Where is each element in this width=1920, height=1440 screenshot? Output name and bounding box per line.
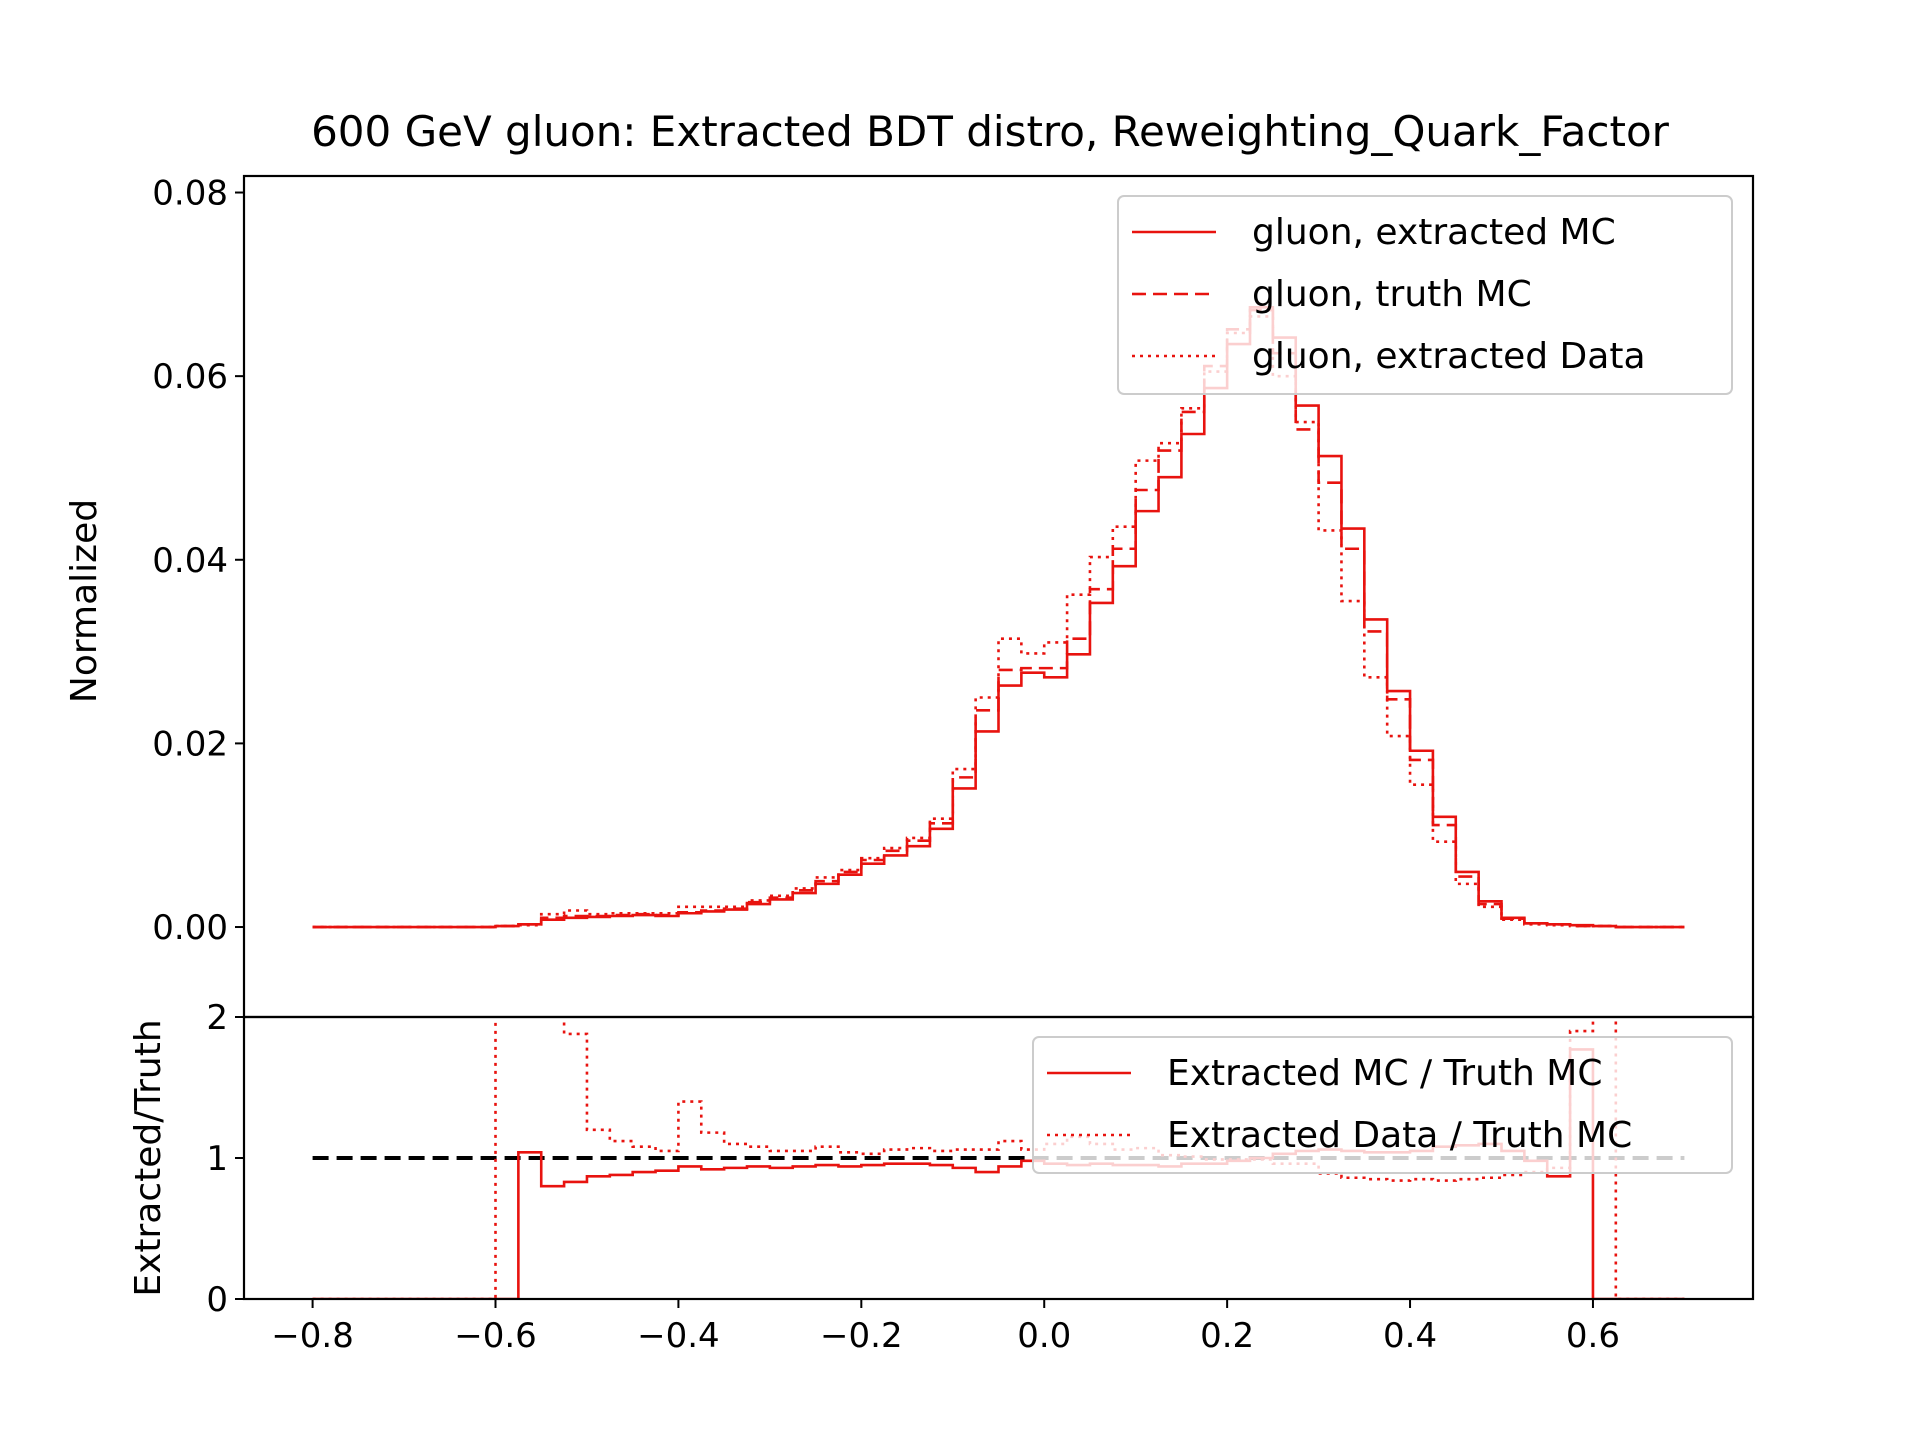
y-tick-label: 0.06 [152, 357, 228, 397]
legend-box [1117, 195, 1733, 395]
series-line-0-1 [312, 308, 1685, 929]
main-y-axis-label: Normalized [64, 499, 105, 703]
chart-title: 600 GeV gluon: Extracted BDT distro, Rew… [311, 107, 1670, 156]
y-tick-label: 0.00 [152, 908, 228, 948]
main-legend: gluon, extracted MC gluon, truth MC gluon,… [1117, 195, 1733, 395]
x-tick-label: −0.4 [637, 1316, 720, 1356]
series-line-1-1 [312, 1017, 1685, 1299]
series-line-0-0 [312, 305, 1685, 929]
x-axis-ticks: −0.8 −0.6 −0.4 −0.2 0.0 0.2 0.4 0.6 [271, 1299, 1620, 1356]
legend-label-1-1: Extracted Data / Truth MC [1167, 1115, 1632, 1156]
x-tick-label: 0.2 [1200, 1316, 1254, 1356]
x-tick-label: 0.6 [1566, 1316, 1620, 1356]
main-y-axis-ticks: 0.00 0.02 0.04 0.06 0.08 [152, 174, 244, 948]
ratio-panel: 0 1 2 −0.8 −0.6 −0.4 −0.2 0.0 0.2 0.4 0.6 Extract… [128, 998, 1755, 1356]
ratio-y-axis-label: Extracted/Truth [128, 1019, 169, 1296]
y-tick-label: 0.08 [152, 174, 228, 214]
legend-label-0-0: gluon, extracted MC [1252, 212, 1616, 253]
y-tick-label: 0 [206, 1280, 228, 1320]
ratio-legend: Extracted MC / Truth MC Extracted Data / … [1032, 1036, 1733, 1174]
legend-label-1-0: Extracted MC / Truth MC [1167, 1053, 1602, 1094]
main-panel: 0.00 0.02 0.04 0.06 0.08 Normalized gluon, e… [64, 174, 1755, 1019]
x-tick-label: 0.4 [1383, 1316, 1437, 1356]
y-tick-label: 2 [206, 998, 228, 1038]
main-plot-area [312, 305, 1685, 929]
y-tick-label: 0.04 [152, 541, 228, 581]
x-tick-label: −0.6 [454, 1316, 537, 1356]
ratio-y-axis-ticks: 0 1 2 [206, 998, 244, 1320]
legend-label-0-1: gluon, truth MC [1252, 274, 1532, 315]
y-tick-label: 0.02 [152, 724, 228, 764]
legend-label-0-2: gluon, extracted Data [1252, 336, 1646, 377]
y-tick-label: 1 [206, 1139, 228, 1179]
legend-box [1032, 1036, 1733, 1174]
x-tick-label: −0.2 [820, 1316, 903, 1356]
series-line-0-2 [312, 315, 1685, 929]
x-tick-label: 0.0 [1017, 1316, 1071, 1356]
x-tick-label: −0.8 [271, 1316, 354, 1356]
